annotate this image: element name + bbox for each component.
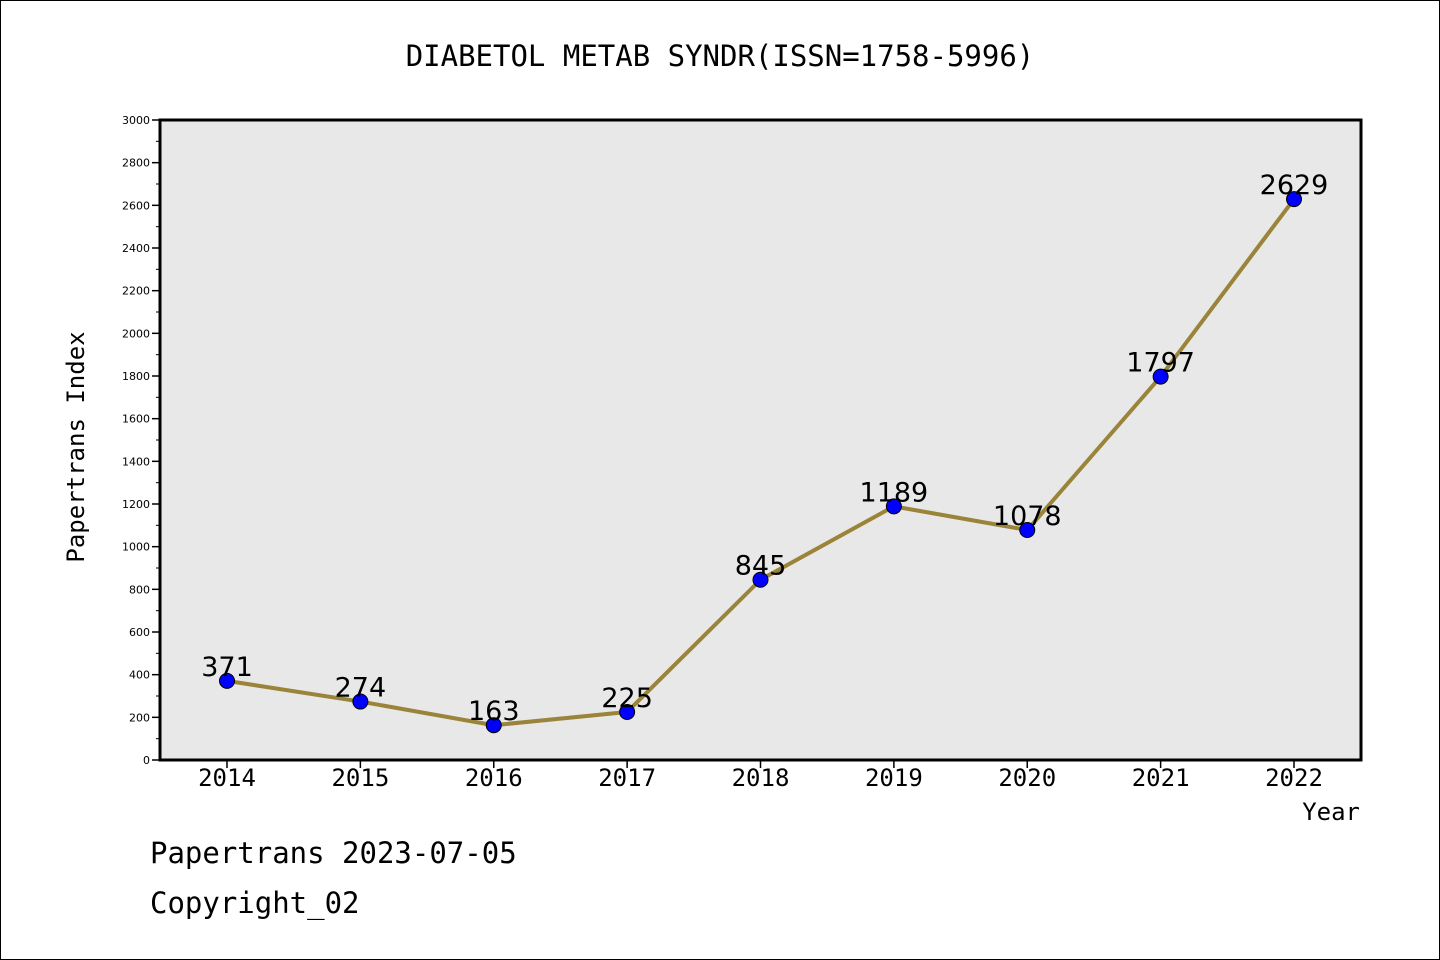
data-label: 371 [201,652,253,683]
data-label: 163 [468,696,520,727]
x-axis-label: Year [1302,798,1360,826]
data-point [752,571,769,588]
data-point [1286,191,1302,208]
data-label: 845 [735,551,787,582]
data-label: 1078 [993,501,1062,532]
y-tick-label: 1400 [122,455,150,468]
y-axis-label: Papertrans Index [62,331,90,562]
y-tick-label: 3000 [122,114,150,127]
y-tick-label: 200 [129,711,150,724]
data-label: 274 [335,673,387,704]
y-tick-label: 800 [129,583,150,596]
data-label-layer: 371 274 163 225 845 1189 1078 1797 2629 [201,170,1328,727]
y-tick-label: 1200 [122,498,150,511]
x-axis: 2014 2015 2016 2017 2018 2019 2020 2021 2022 [198,760,1323,792]
x-tick-label: 2016 [465,764,523,792]
y-tick-label: 2600 [122,199,150,212]
data-label: 1189 [860,477,929,508]
data-label: 225 [601,683,653,714]
series-layer [219,191,1302,734]
x-tick-label: 2021 [1132,764,1190,792]
y-tick-label: 1800 [122,370,150,383]
y-tick-label: 2800 [122,157,150,170]
x-tick-label: 2015 [331,764,389,792]
data-point [1152,368,1169,385]
data-point [1019,522,1036,539]
y-tick-label: 2000 [122,327,150,340]
chart-title: DIABETOL METAB SYNDR(ISSN=1758-5996) [406,39,1035,73]
y-tick-label: 2400 [122,242,150,255]
data-label: 1797 [1126,348,1195,379]
footer-date: Papertrans 2023-07-05 [150,836,517,870]
data-label: 2629 [1260,170,1329,201]
y-axis: 0 200 400 600 800 1000 1200 1400 1600 1800 2000 220… [122,114,160,767]
x-tick-label: 2017 [598,764,656,792]
data-point [485,717,502,734]
x-tick-label: 2014 [198,764,256,792]
footer-copyright: Copyright_02 [150,886,360,920]
y-tick-label: 400 [129,669,150,682]
x-tick-label: 2019 [865,764,923,792]
x-tick-label: 2020 [998,764,1056,792]
data-point [352,693,369,710]
data-point [885,498,902,515]
y-tick-label: 1600 [122,413,150,426]
y-tick-label: 600 [129,626,150,639]
x-tick-label: 2018 [732,764,790,792]
data-point [219,672,235,689]
y-tick-label: 2200 [122,285,150,298]
y-tick-label: 0 [143,754,150,767]
y-tick-label: 1000 [122,541,150,554]
x-tick-label: 2022 [1265,764,1323,792]
plot-area [158,118,1363,762]
data-point [619,704,636,720]
